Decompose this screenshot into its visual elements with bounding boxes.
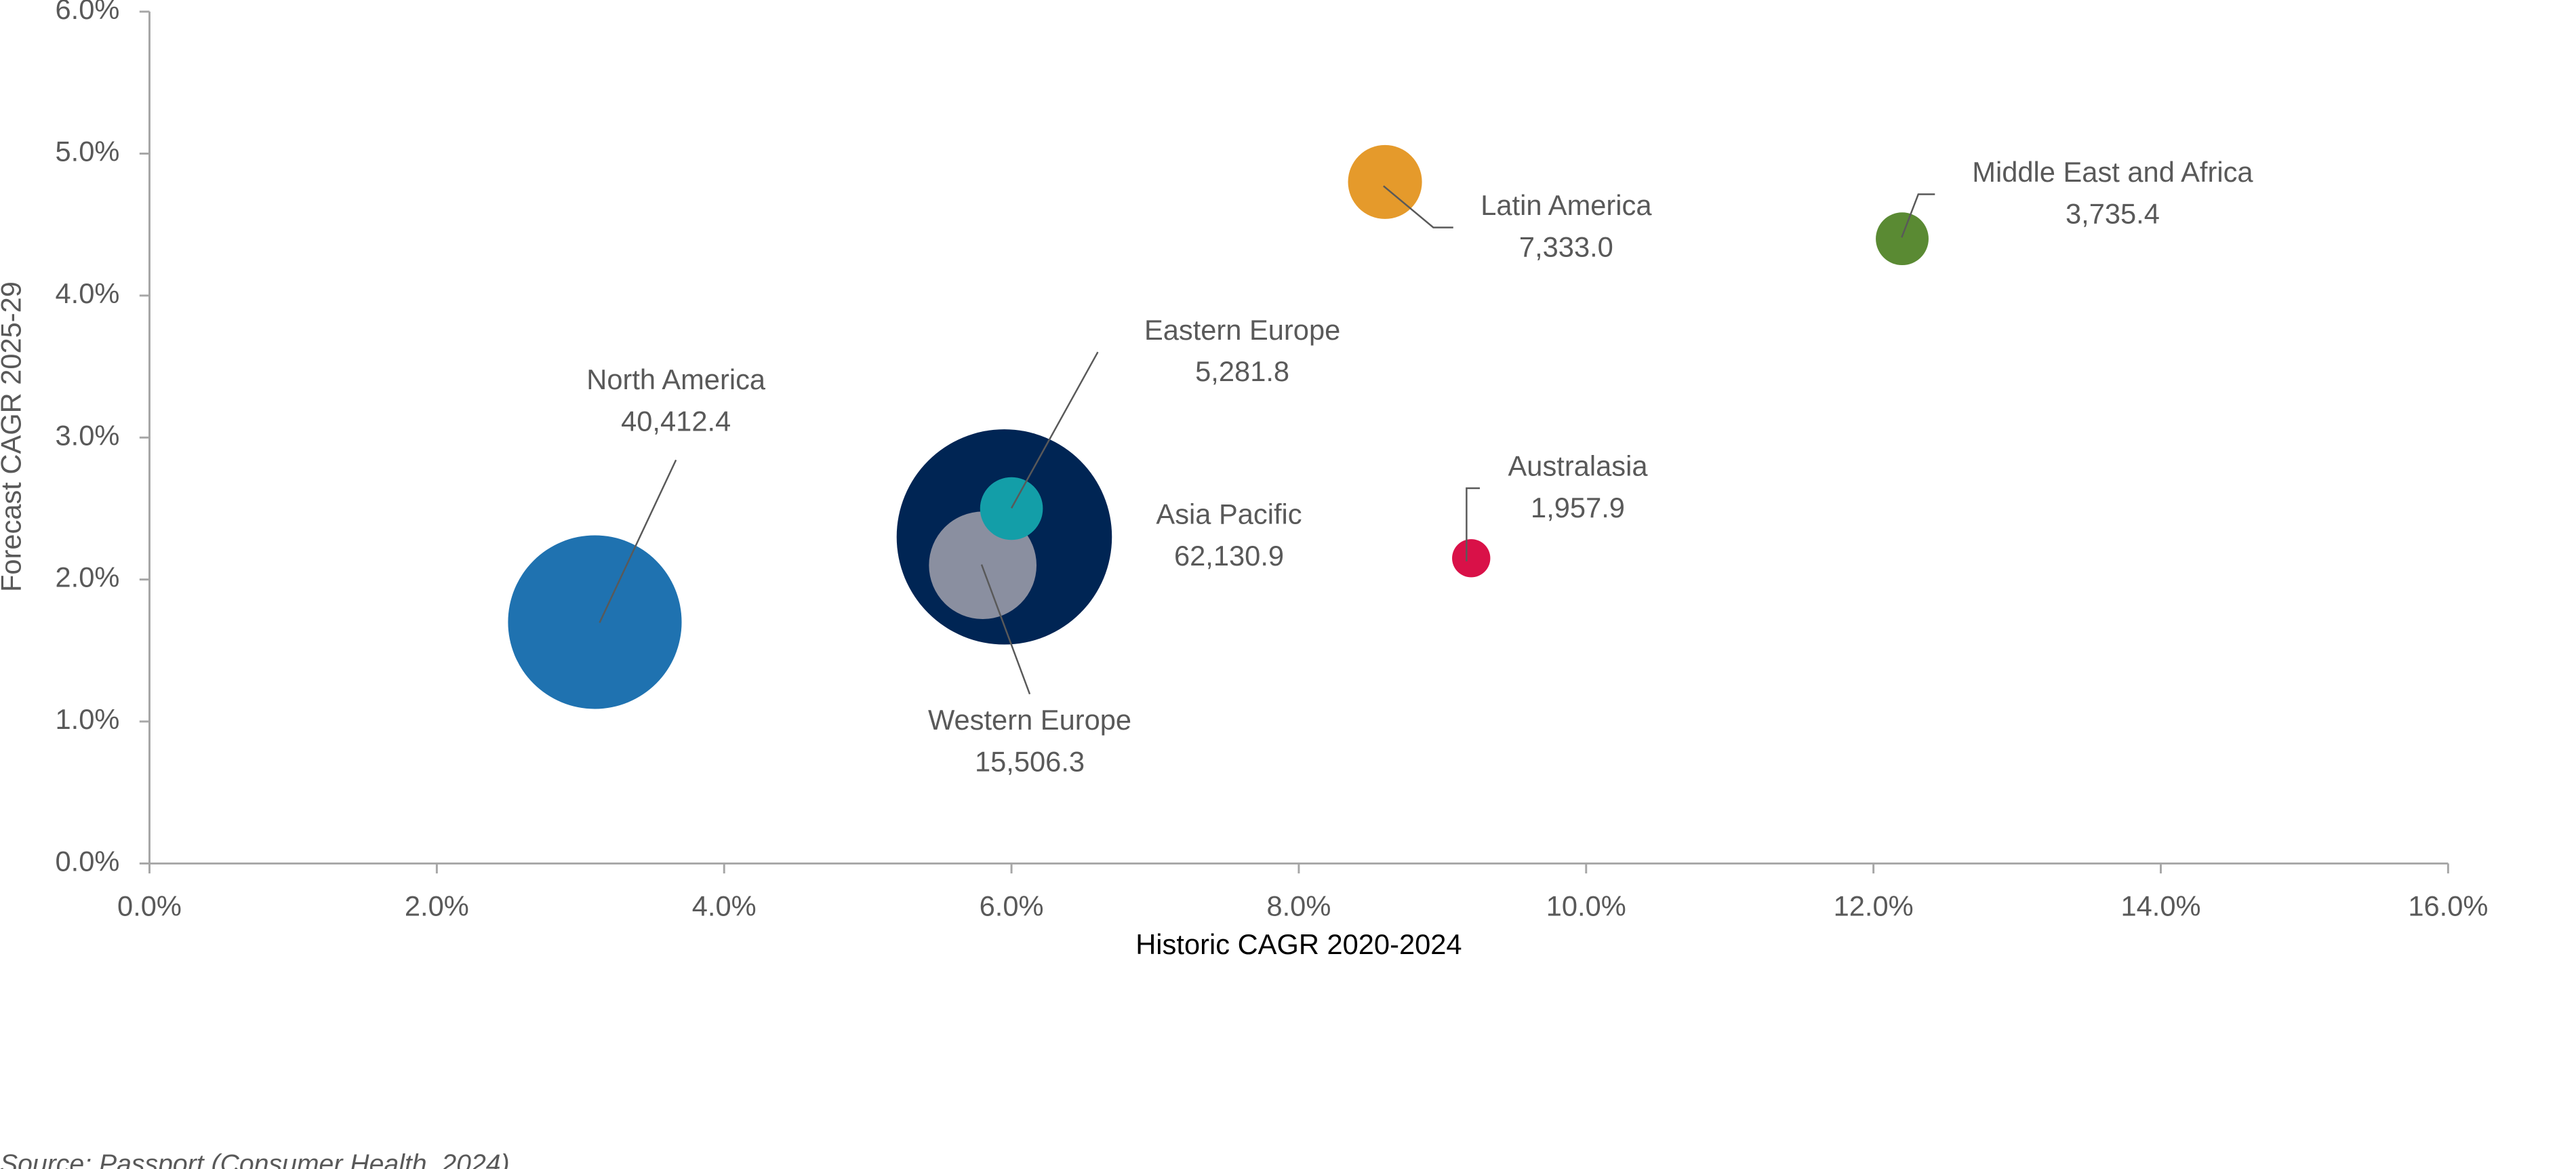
y-tick-label: 3.0% [55, 419, 119, 451]
bubble [508, 535, 682, 709]
bubble-label: North America [586, 363, 766, 395]
bubble [980, 477, 1043, 540]
x-tick-label: 2.0% [405, 890, 469, 922]
x-tick-label: 4.0% [692, 890, 757, 922]
bubble-value-label: 62,130.9 [1174, 540, 1284, 572]
source-note: Source: Passport (Consumer Health, 2024) [0, 1149, 510, 1169]
bubble-value-label: 7,333.0 [1519, 231, 1613, 262]
leader-line [1466, 487, 1480, 561]
y-tick-label: 1.0% [55, 703, 119, 735]
bubble-value-label: 40,412.4 [621, 405, 731, 437]
x-tick-label: 6.0% [980, 890, 1044, 922]
bubble-label: Eastern Europe [1144, 314, 1340, 346]
bubble-value-label: 15,506.3 [975, 745, 1085, 777]
bubble-value-label: 3,735.4 [2066, 197, 2160, 229]
y-tick-label: 4.0% [55, 277, 119, 309]
bubble [1876, 212, 1929, 266]
y-tick-label: 0.0% [55, 845, 119, 877]
leader-line [1010, 351, 1099, 509]
x-axis-title: Historic CAGR 2020-2024 [1135, 928, 1462, 960]
y-tick-label: 2.0% [55, 561, 119, 593]
leader-line [1383, 185, 1453, 229]
y-axis-title: Forecast CAGR 2025-29 [0, 281, 27, 592]
bubble-label: Latin America [1481, 189, 1652, 221]
bubble-label: Western Europe [928, 704, 1131, 736]
leader-line [980, 564, 1031, 695]
bubble [1452, 539, 1491, 578]
bubble-value-label: 1,957.9 [1531, 492, 1625, 523]
bubble-label: Australasia [1508, 450, 1649, 482]
x-tick-label: 0.0% [117, 890, 182, 922]
y-tick-label: 6.0% [55, 0, 119, 25]
leader-line [1901, 193, 1935, 238]
bubble-label: Asia Pacific [1156, 498, 1302, 530]
leader-line [599, 459, 677, 623]
bubble-value-label: 5,281.8 [1195, 355, 1289, 387]
x-tick-label: 14.0% [2120, 890, 2200, 922]
x-tick-label: 12.0% [1834, 890, 1914, 922]
y-tick-label: 5.0% [55, 136, 119, 167]
x-tick-label: 16.0% [2408, 890, 2488, 922]
x-tick-label: 10.0% [1546, 890, 1626, 922]
bubble [1348, 144, 1422, 219]
x-tick-label: 8.0% [1266, 890, 1331, 922]
bubble-label: Middle East and Africa [1972, 156, 2253, 188]
